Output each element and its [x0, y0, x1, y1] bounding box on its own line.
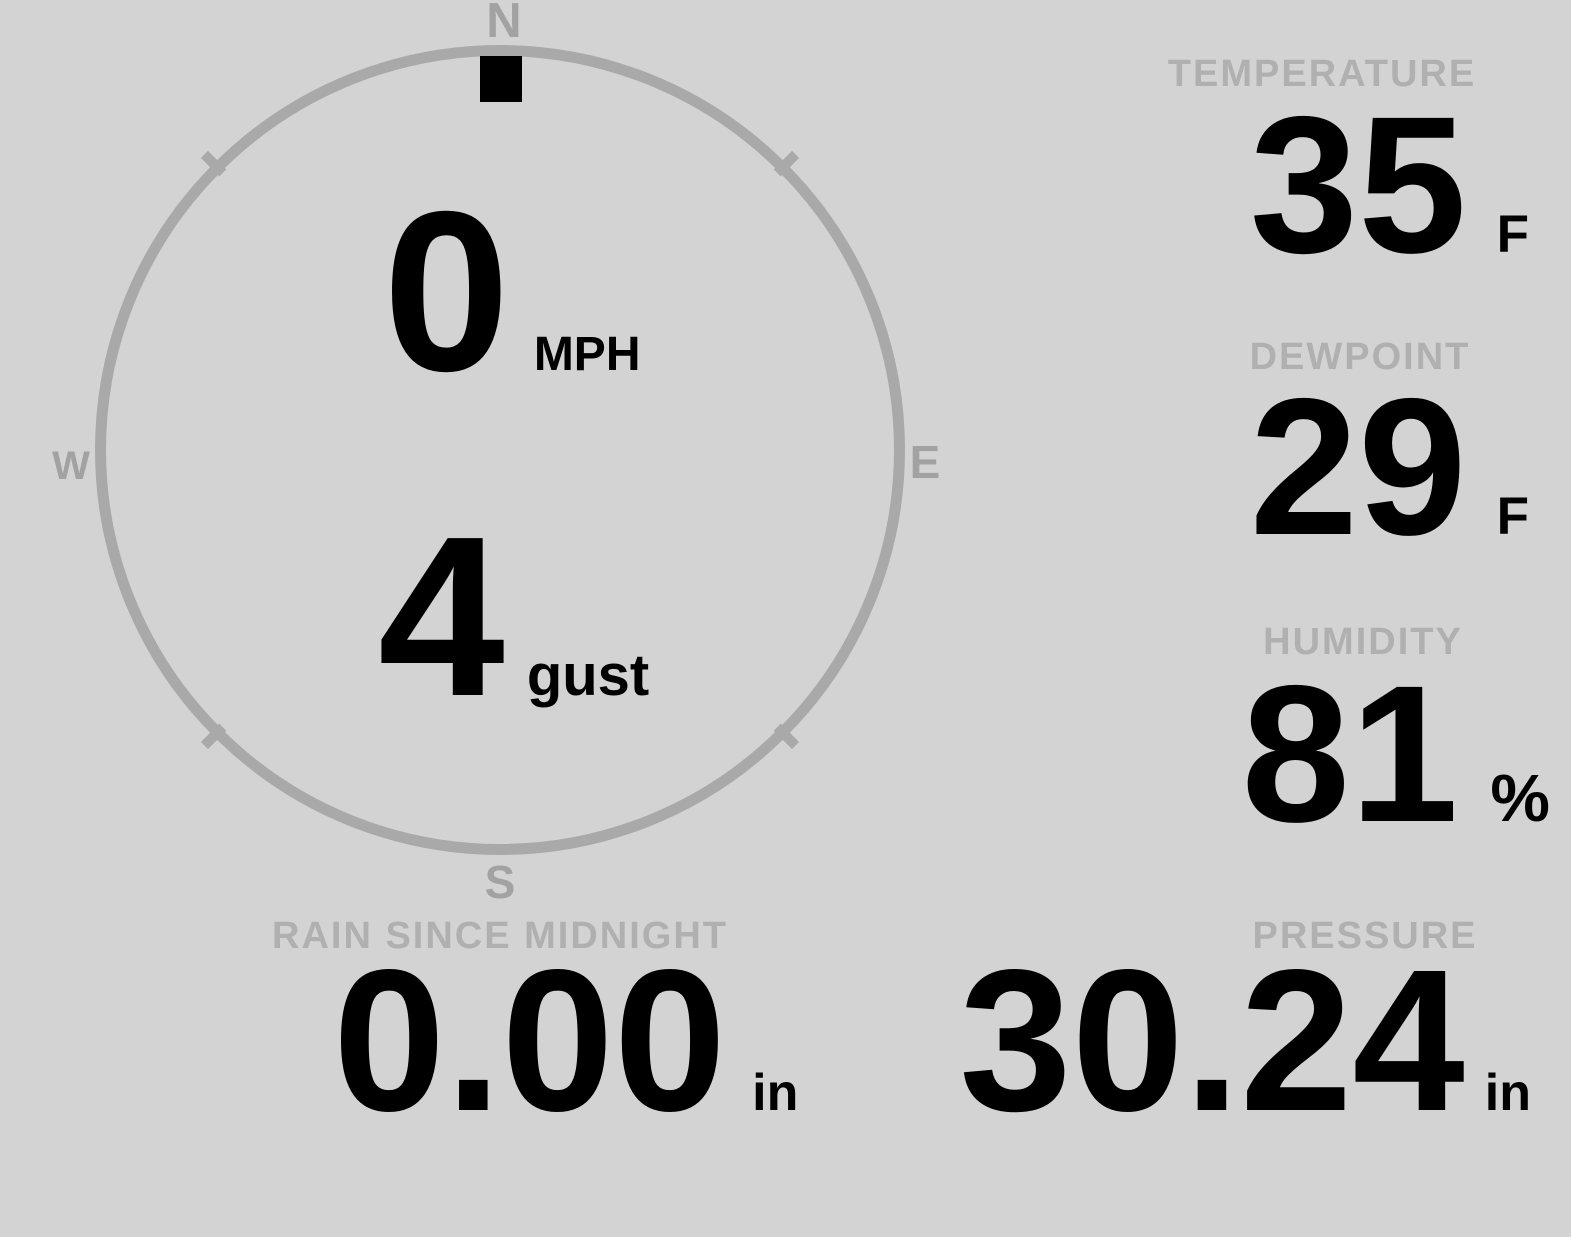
pressure-unit: in [1484, 1064, 1531, 1122]
wind-gust-readout: 4 gust [378, 503, 649, 731]
compass-label-east: E [909, 436, 941, 488]
wind-gust-value: 4 [378, 490, 505, 744]
humidity-label: HUMIDITY [1263, 621, 1463, 663]
rain-since-midnight-label: RAIN SINCE MIDNIGHT [272, 915, 728, 957]
dewpoint-value: 29 [1249, 358, 1467, 576]
compass-label-south: S [484, 856, 516, 908]
wind-direction-marker [480, 56, 522, 102]
dewpoint-label: DEWPOINT [1249, 336, 1471, 378]
dewpoint-unit: F [1496, 487, 1529, 546]
pressure-label: PRESSURE [1252, 915, 1478, 957]
temperature-label: TEMPERATURE [1167, 53, 1477, 95]
dewpoint-readout: 29 F [1250, 370, 1529, 565]
pressure-readout: 30.24 in [959, 939, 1531, 1141]
humidity-value: 81 [1241, 645, 1459, 863]
rain-since-midnight-readout: 0.00 in [333, 939, 798, 1141]
pressure-value: 30.24 [959, 927, 1465, 1153]
temperature-value: 35 [1249, 76, 1467, 294]
temperature-readout: 35 F [1250, 88, 1529, 283]
temperature-unit: F [1496, 205, 1529, 264]
wind-speed-unit: MPH [533, 328, 641, 381]
wind-speed-value: 0 [383, 165, 510, 419]
humidity-readout: 81 % [1242, 657, 1550, 852]
rain-since-midnight-value: 0.00 [333, 927, 727, 1153]
compass-label-west: W [52, 444, 90, 488]
compass-label-north: N [486, 0, 522, 48]
rain-since-midnight-unit: in [752, 1064, 799, 1122]
wind-speed-readout: 0 MPH [383, 178, 640, 406]
humidity-unit: % [1490, 761, 1550, 836]
wind-gust-unit: gust [526, 643, 650, 708]
wind-compass-circle [95, 45, 905, 855]
